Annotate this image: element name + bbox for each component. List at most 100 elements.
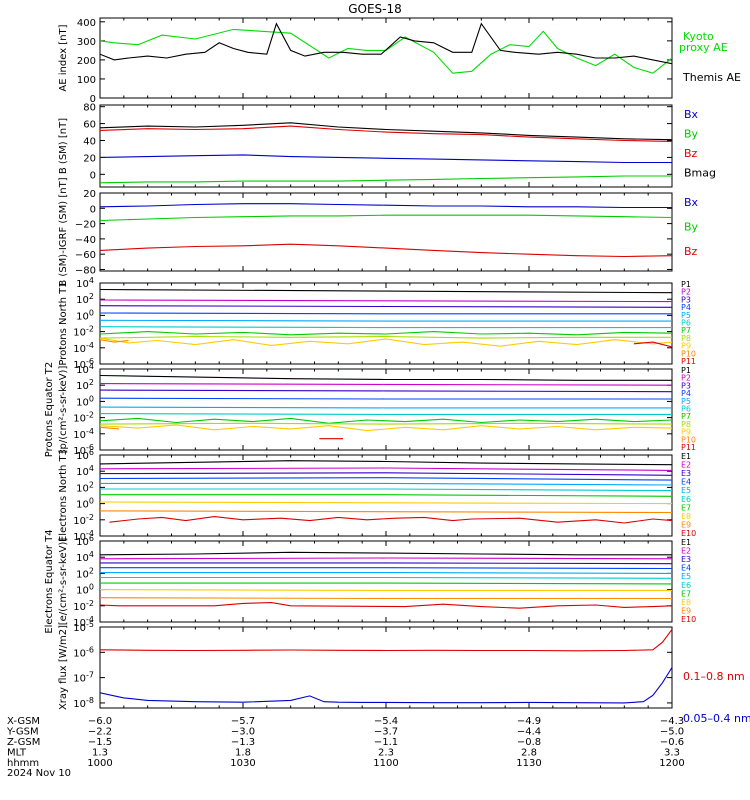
series-line-e5 <box>100 482 672 486</box>
y-axis-label: Xray flux [W/m2] <box>58 625 69 710</box>
series-line-e8 <box>100 589 672 591</box>
x-row-value: −4.3 <box>660 716 684 727</box>
y-tick-label: 102 <box>76 378 94 392</box>
series-line-bmag <box>100 122 672 141</box>
legend-entry-e10: E10 <box>681 615 696 624</box>
x-row-value: −0.8 <box>517 737 541 748</box>
panel-7: 106 104 102 100 10-2 10-4 Electrons Equator T4… <box>44 529 696 633</box>
legend-entry-p5: P5 <box>681 311 691 320</box>
legend-entry-p9: P9 <box>681 428 691 437</box>
panel-frame <box>99 17 673 99</box>
legend-entry-p7: P7 <box>681 412 691 421</box>
y-tick-label: 10-2 <box>73 599 94 613</box>
x-row-value: −1.5 <box>88 737 112 748</box>
y-tick-label: 106 <box>76 534 94 548</box>
y-tick-label: 104 <box>76 464 94 478</box>
y-tick-label: 10-4 <box>73 529 94 543</box>
x-row-value: −3.7 <box>374 727 398 738</box>
legend-entry-e3: E3 <box>681 469 691 478</box>
y-tick-label: 100 <box>76 308 94 322</box>
legend-entry-p3: P3 <box>681 381 691 390</box>
y-tick-label: 10-4 <box>73 615 94 629</box>
y-axis-label: Electrons North T3 <box>58 449 69 542</box>
y-tick-label: 10-2 <box>73 411 94 425</box>
legend-entry-p1: P1 <box>681 280 691 289</box>
legend-entry-p11: P11 <box>681 443 696 452</box>
y-axis-unit-label: [e/(cm²-s-sr-keV)] <box>58 538 69 626</box>
series-line-p1 <box>100 374 672 381</box>
series-line-e3 <box>100 472 672 476</box>
series-line-p5 <box>100 319 672 322</box>
legend-entry-e4: E4 <box>681 478 691 487</box>
series-line-bz <box>100 243 672 258</box>
series-line-e7 <box>100 582 672 585</box>
series-line-bx <box>100 203 672 209</box>
legend-entry-e9: E9 <box>681 606 691 615</box>
series-line-by <box>100 175 672 184</box>
series-line-e2 <box>100 467 672 471</box>
legend-entry-e4: E4 <box>681 564 691 573</box>
x-row-label-hhmm: hhmm <box>7 758 39 769</box>
y-axis-label: B (SM) [nT] <box>58 118 69 174</box>
legend: Kyoto proxy AE Themis AE <box>679 30 741 84</box>
panel-frame <box>99 282 673 365</box>
series-line-e9 <box>100 597 672 600</box>
legend-entry-e9: E9 <box>681 520 691 529</box>
legend-entry-e2: E2 <box>681 547 691 556</box>
legend-entry-p1: P1 <box>681 366 691 375</box>
legend-entry-p8: P8 <box>681 420 691 429</box>
y-tick-label: 0 <box>90 94 96 105</box>
y-tick-label: −60 <box>75 250 96 261</box>
legend-entry-e1: E1 <box>681 452 691 461</box>
legend-entry-p8: P8 <box>681 334 691 343</box>
legend-entry-p11: P11 <box>681 357 696 366</box>
series-line-p10 <box>100 426 120 430</box>
series-line-p10 <box>100 339 129 343</box>
y-tick-label: 10-2 <box>73 513 94 527</box>
legend-entry-bz: Bz <box>684 147 698 160</box>
series-line-p4 <box>100 397 672 400</box>
series-line-e10 <box>109 516 672 524</box>
y-tick-label: 100 <box>76 583 94 597</box>
legend-entry-0-1-0-8-nm: 0.1–0.8 nm <box>683 670 745 683</box>
legend-entry-themis-ae: Themis AE <box>682 71 741 84</box>
legend-entry-by: By <box>684 220 699 233</box>
panel-6: 106 104 102 100 10-2 10-4 Electrons North T3 E1… <box>58 448 696 543</box>
y-tick-label: 10-2 <box>73 325 94 339</box>
series-line-e8 <box>100 501 672 505</box>
series-line-bx <box>100 154 672 164</box>
series-line-p1 <box>100 288 672 294</box>
legend: Bx By Bz <box>684 196 699 258</box>
legend-entry-e8: E8 <box>681 512 691 521</box>
legend-entry-e7: E7 <box>681 589 691 598</box>
y-tick-label: 300 <box>77 37 96 48</box>
legend-entry-by: By <box>684 128 699 141</box>
series-line-p8 <box>100 335 672 339</box>
legend-entry-e6: E6 <box>681 581 691 590</box>
legend-entry-p2: P2 <box>681 288 691 297</box>
panel-5: 104 102 100 10-2 10-4 10-6 Protons Equator T2[… <box>44 362 696 458</box>
y-tick-label: 80 <box>83 103 96 114</box>
panel-2: 0 20 40 60 80 B (SM) [nT] Bx By Bz Bmag <box>58 103 716 188</box>
x-row-value: 1130 <box>516 758 541 769</box>
x-row-value: 1.3 <box>92 748 108 759</box>
series-line-e3 <box>100 562 672 565</box>
series-group <box>100 629 672 704</box>
legend-entry-e6: E6 <box>681 495 691 504</box>
legend: Bx By Bz Bmag <box>684 108 716 180</box>
x-row-label-y-gsm: Y-GSM <box>6 727 39 738</box>
series-line-e10 <box>100 602 672 609</box>
legend-entry-e5: E5 <box>681 486 691 495</box>
series-line-e9 <box>100 510 672 514</box>
x-row-value: −5.0 <box>660 727 684 738</box>
series-group <box>100 203 672 258</box>
y-tick-label: 0 <box>90 170 96 181</box>
y-tick-label: 102 <box>76 566 94 580</box>
legend-entry-e8: E8 <box>681 598 691 607</box>
legend-entry-kyoto-proxy-ae: Kyoto proxy AE <box>679 30 728 54</box>
x-row-value: −2.2 <box>88 727 112 738</box>
y-tick-label: 10-5 <box>73 620 94 634</box>
